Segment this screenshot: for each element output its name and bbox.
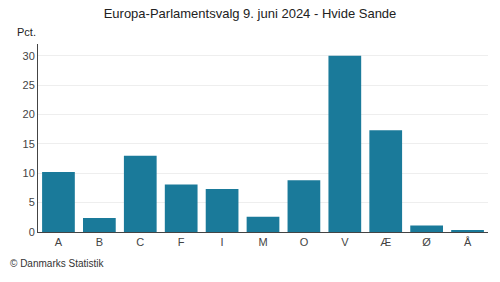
svg-text:B: B (96, 236, 103, 248)
svg-text:25: 25 (23, 79, 35, 91)
svg-text:30: 30 (23, 50, 35, 62)
svg-text:A: A (55, 236, 63, 248)
svg-text:0: 0 (29, 226, 35, 238)
svg-text:Æ: Æ (380, 236, 391, 248)
svg-text:Europa-Parlamentsvalg 9. juni: Europa-Parlamentsvalg 9. juni 2024 - Hvi… (104, 6, 397, 21)
svg-text:20: 20 (23, 108, 35, 120)
svg-text:Å: Å (464, 236, 472, 248)
svg-text:M: M (258, 236, 267, 248)
svg-text:5: 5 (29, 196, 35, 208)
svg-text:© Danmarks Statistik: © Danmarks Statistik (10, 258, 105, 269)
svg-text:Pct.: Pct. (17, 26, 36, 38)
svg-text:O: O (300, 236, 309, 248)
svg-text:15: 15 (23, 138, 35, 150)
svg-text:Ø: Ø (422, 236, 431, 248)
svg-text:C: C (136, 236, 144, 248)
svg-text:F: F (178, 236, 185, 248)
svg-text:I: I (221, 236, 224, 248)
svg-text:10: 10 (23, 167, 35, 179)
svg-text:V: V (341, 236, 349, 248)
